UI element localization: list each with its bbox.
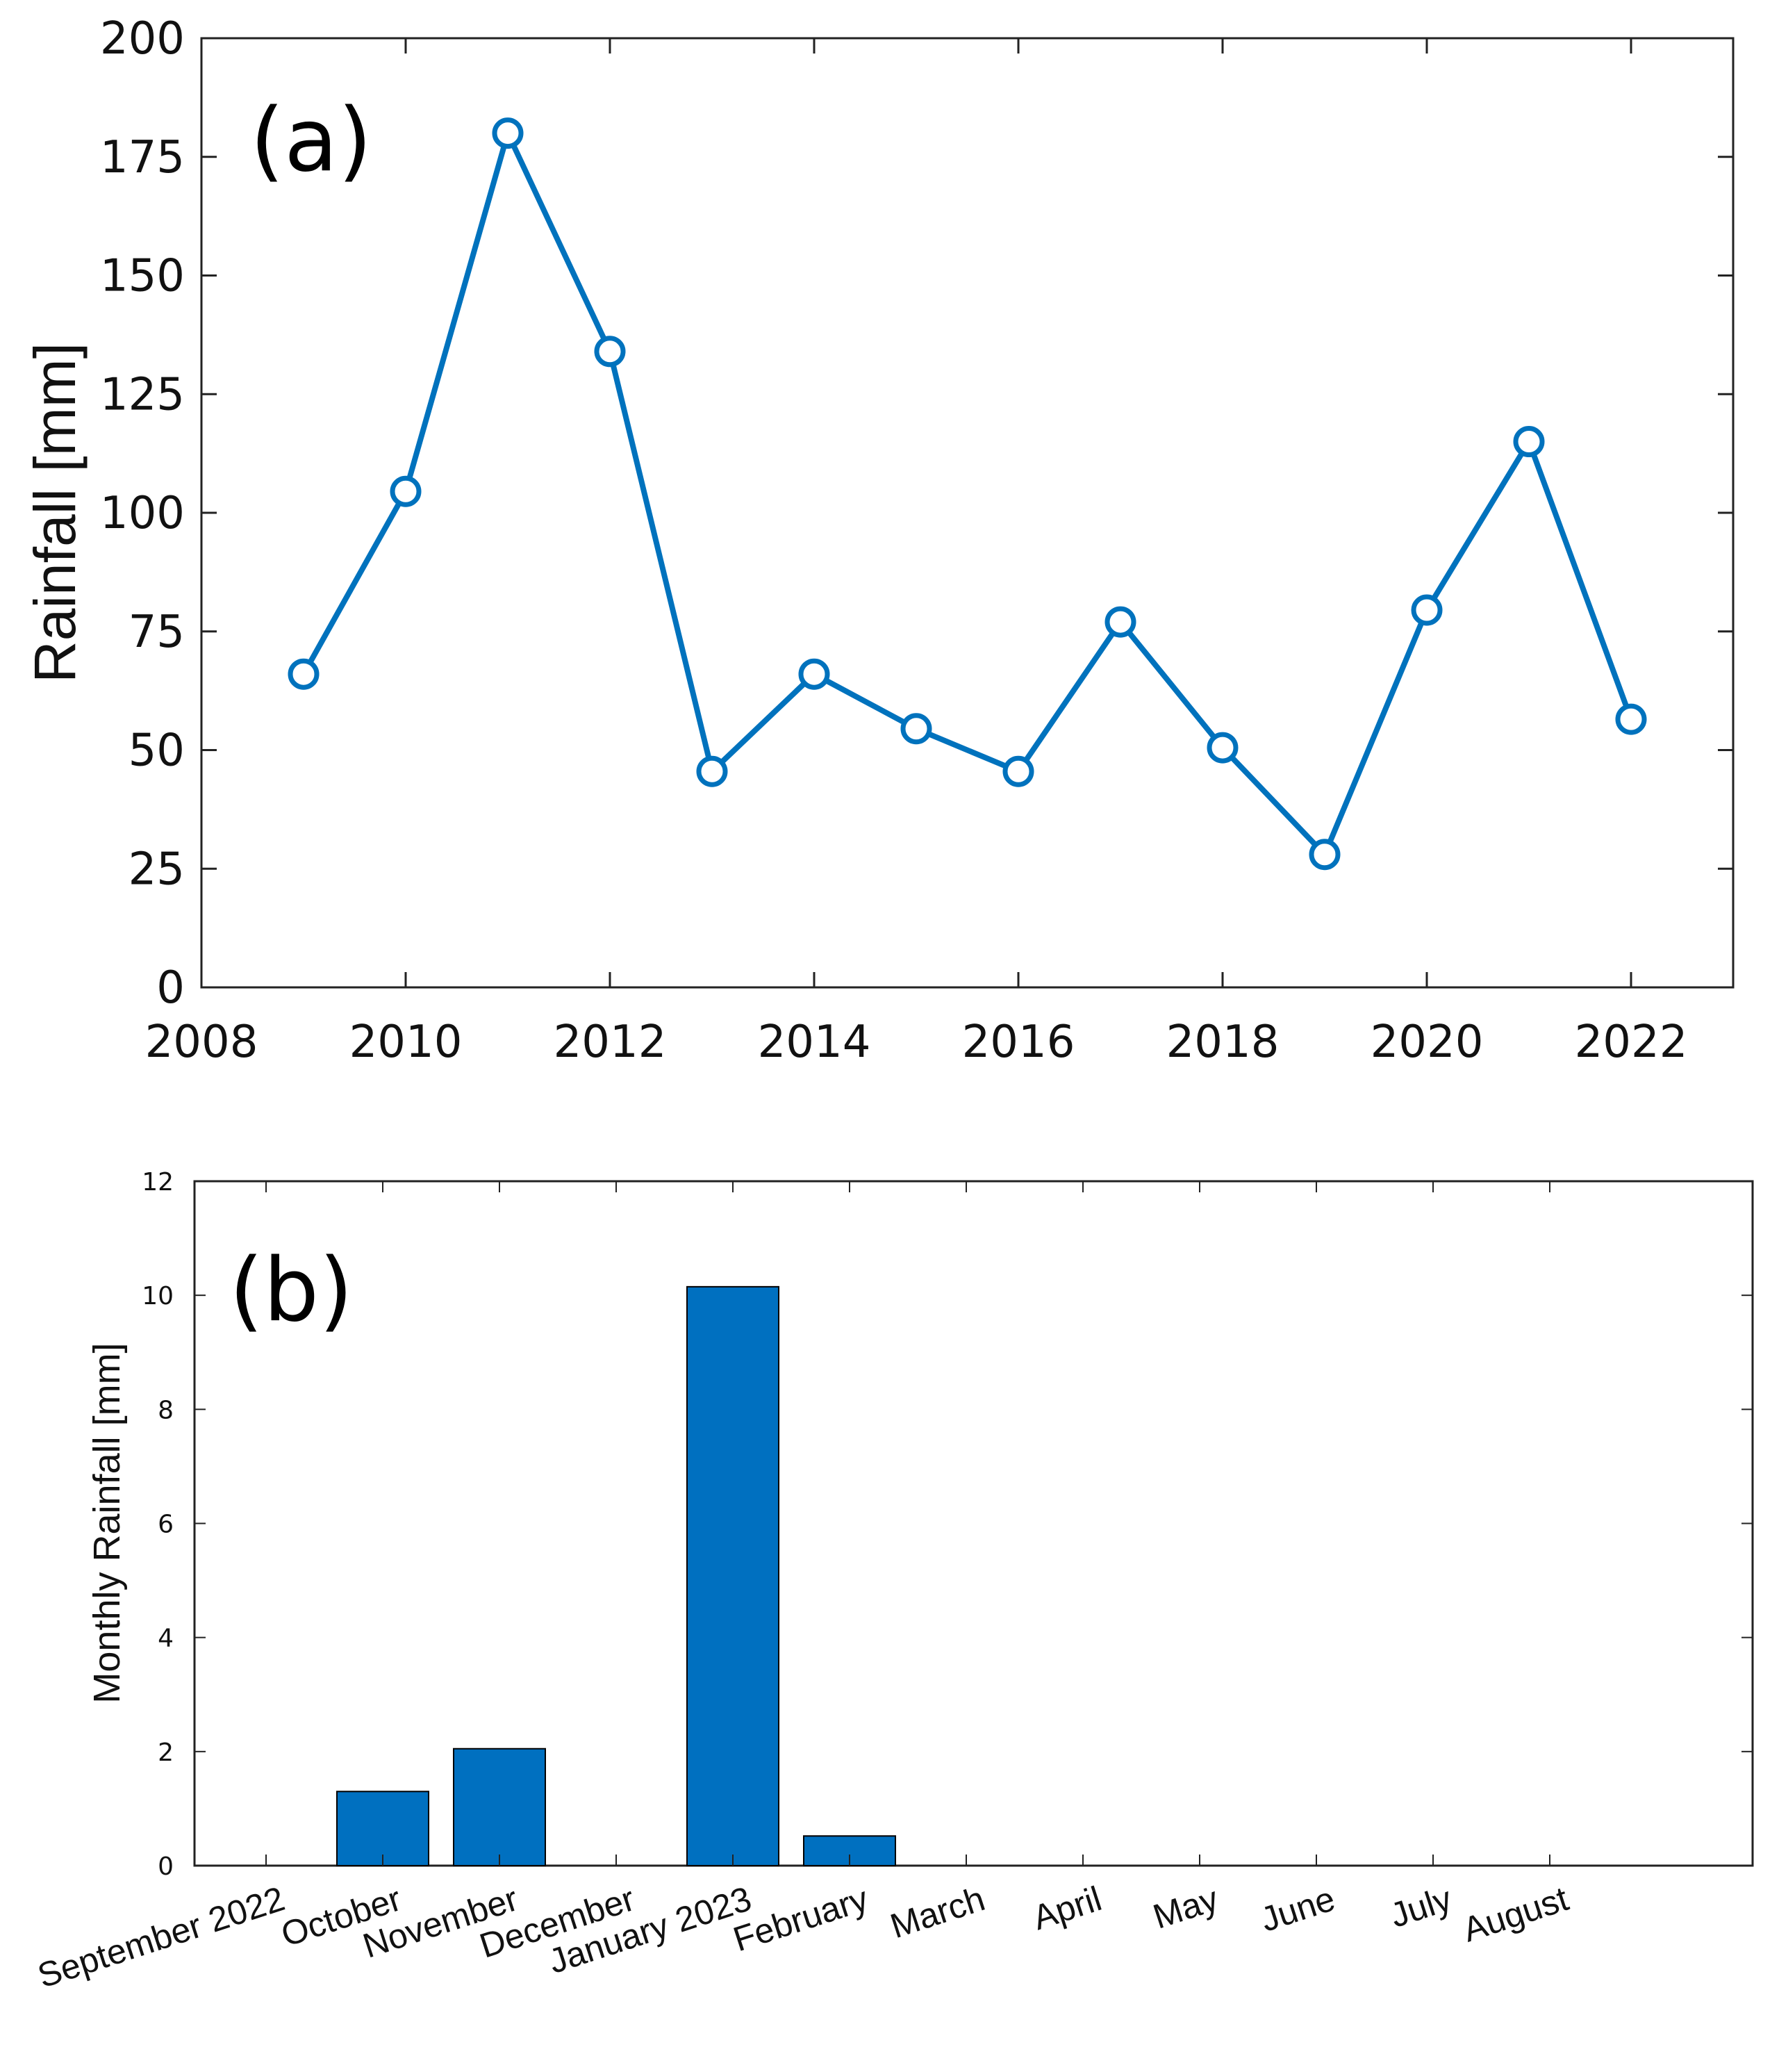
panel-b-y-axis-label: Monthly Rainfall [mm] — [86, 1342, 128, 1703]
data-point-2019 — [1309, 839, 1341, 871]
panel-a-x-ticks: 2008 2010 2012 2014 2016 2018 2020 2022 — [145, 38, 1688, 1068]
category-label: July — [1386, 1879, 1457, 1935]
data-point-2022 — [1615, 703, 1647, 735]
y-tick-label: 100 — [100, 488, 185, 539]
bar-1 — [336, 1791, 429, 1867]
rainfall-series-markers — [288, 117, 1647, 871]
data-point-2013 — [696, 755, 728, 787]
x-tick-label: 2010 — [349, 1017, 463, 1068]
x-tick-label: 2008 — [145, 1017, 258, 1068]
panel-b-axes-frame — [193, 1180, 1754, 1867]
x-tick-label: 2022 — [1575, 1017, 1688, 1068]
data-point-2010 — [390, 475, 422, 507]
panel-a-axes-frame — [200, 37, 1735, 989]
x-tick-label: 2016 — [962, 1017, 1075, 1068]
data-point-2017 — [1104, 606, 1136, 638]
y-tick-label: 25 — [129, 844, 185, 895]
bar-2 — [453, 1748, 546, 1867]
x-tick-label: 2014 — [758, 1017, 871, 1068]
y-tick-label: 50 — [129, 725, 185, 777]
bar-4 — [686, 1285, 779, 1866]
y-tick-label: 0 — [158, 1852, 174, 1881]
category-label: February — [729, 1879, 873, 1959]
panel-b-bars — [336, 1285, 896, 1867]
category-label: March — [886, 1879, 989, 1946]
data-point-2020 — [1411, 594, 1443, 626]
rainfall-series-line — [301, 130, 1634, 857]
category-label: June — [1256, 1879, 1339, 1939]
data-point-2009 — [288, 658, 320, 690]
data-point-2011 — [492, 117, 524, 149]
category-label: April — [1028, 1879, 1106, 1937]
data-point-2018 — [1207, 732, 1239, 764]
x-tick-label: 2012 — [554, 1017, 667, 1068]
panel-b-tag: (b) — [229, 1239, 353, 1341]
data-point-2012 — [594, 336, 626, 368]
category-label: August — [1458, 1879, 1573, 1949]
data-point-2016 — [1002, 755, 1034, 787]
y-tick-label: 4 — [158, 1625, 174, 1653]
panel-a-line-chart: 2008 2010 2012 2014 2016 2018 2020 2022 0 25 50 75… — [22, 13, 1735, 1068]
category-label: May — [1148, 1879, 1223, 1936]
panel-a-y-ticks: 0 25 50 75 100 125 150 175 200 — [100, 13, 1733, 1014]
y-tick-label: 6 — [158, 1511, 174, 1539]
y-tick-label: 0 — [156, 962, 185, 1014]
y-tick-label: 75 — [129, 607, 185, 658]
y-tick-label: 8 — [158, 1396, 174, 1424]
x-tick-label: 2020 — [1371, 1017, 1484, 1068]
y-tick-label: 2 — [158, 1738, 174, 1767]
y-tick-label: 150 — [100, 251, 185, 302]
data-point-2021 — [1513, 426, 1545, 458]
category-label: September 2022 — [33, 1879, 289, 1996]
y-tick-label: 175 — [100, 132, 185, 183]
panel-a-y-axis-label: Rainfall [mm] — [22, 343, 88, 683]
panel-a-tag: (a) — [250, 89, 372, 191]
y-tick-label: 10 — [142, 1282, 174, 1310]
y-tick-label: 125 — [100, 369, 185, 420]
data-point-2014 — [798, 658, 830, 690]
y-tick-label: 200 — [100, 13, 185, 65]
panel-b-y-ticks: 0 2 4 6 8 10 12 — [142, 1168, 1753, 1881]
x-tick-label: 2018 — [1166, 1017, 1280, 1068]
data-point-2015 — [900, 713, 932, 745]
y-tick-label: 12 — [142, 1168, 174, 1197]
